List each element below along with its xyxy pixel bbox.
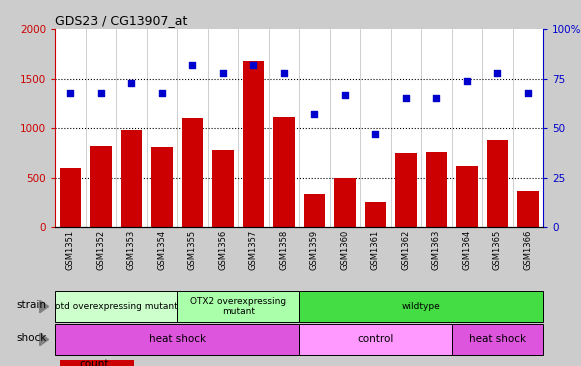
Point [127,80,136,86]
Bar [299,291,543,322]
Point [157,90,167,96]
Text: otd overexpressing mutant: otd overexpressing mutant [55,302,178,311]
Bar [334,178,356,227]
Text: shock: shock [16,333,47,343]
Bar [151,147,173,227]
Point [249,62,258,68]
Bar [299,324,452,355]
Point [66,90,75,96]
Point [310,111,319,117]
Bar [487,140,508,227]
Bar [517,191,539,227]
Bar [395,153,417,227]
Point [371,131,380,137]
Point [401,96,411,101]
Bar [212,150,234,227]
Text: count: count [80,359,109,366]
Text: wildtype: wildtype [402,302,440,311]
Point [188,62,197,68]
Text: GDS23 / CG13907_at: GDS23 / CG13907_at [55,14,188,27]
Point [493,70,502,76]
Point [279,70,289,76]
Bar [60,361,134,366]
Bar [273,117,295,227]
Bar [243,61,264,227]
Polygon shape [40,300,49,313]
Text: heat shock: heat shock [149,335,206,344]
Text: control: control [357,335,394,344]
Point [96,90,106,96]
Bar [456,166,478,227]
Bar [90,146,112,227]
Bar [452,324,543,355]
Bar [365,202,386,227]
Point [523,90,533,96]
Bar [55,324,299,355]
Bar [177,291,299,322]
Point [462,78,472,83]
Bar [426,152,447,227]
Point [432,96,441,101]
Text: OTX2 overexpressing
mutant: OTX2 overexpressing mutant [190,297,286,316]
Text: strain: strain [16,300,46,310]
Bar [304,194,325,227]
Polygon shape [40,333,49,346]
Point [218,70,228,76]
Bar [60,168,81,227]
Text: heat shock: heat shock [469,335,526,344]
Point [340,92,350,97]
Bar [182,118,203,227]
Bar [121,130,142,227]
Bar [55,291,177,322]
